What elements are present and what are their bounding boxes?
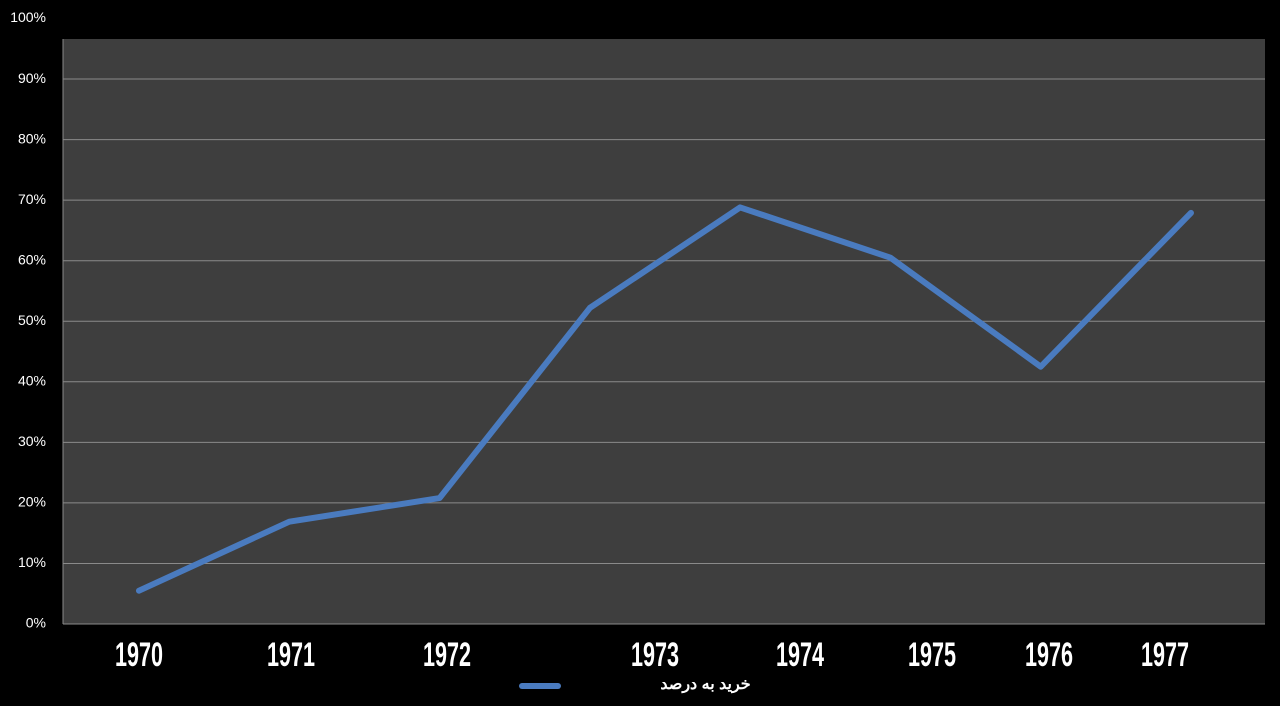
y-tick-label: 80% [18,130,46,146]
x-tick-label: 1977 [1141,636,1189,674]
y-tick-label: 70% [18,191,46,207]
y-tick-label: 40% [18,373,46,389]
y-tick-label: 0% [26,615,46,631]
x-tick-label: 1972 [423,636,471,674]
line-series [136,204,1194,594]
x-tick-label: 1976 [1025,636,1073,674]
y-tick-label: 30% [18,433,46,449]
y-tick-label: 50% [18,312,46,328]
y-tick-label: 20% [18,494,46,510]
x-tick-label: 1975 [908,636,956,674]
y-tick-label: 10% [18,554,46,570]
x-tick-label: 1973 [631,636,679,674]
y-tick-label: 100% [10,9,46,25]
x-tick-label: 1971 [267,636,315,674]
x-tick-label: 1974 [776,636,824,674]
legend-label: خرید به درصد [660,676,750,694]
y-tick-label: 60% [18,251,46,267]
x-tick-label: 1970 [115,636,163,674]
y-tick-label: 90% [18,70,46,86]
plot-area [63,39,1265,624]
